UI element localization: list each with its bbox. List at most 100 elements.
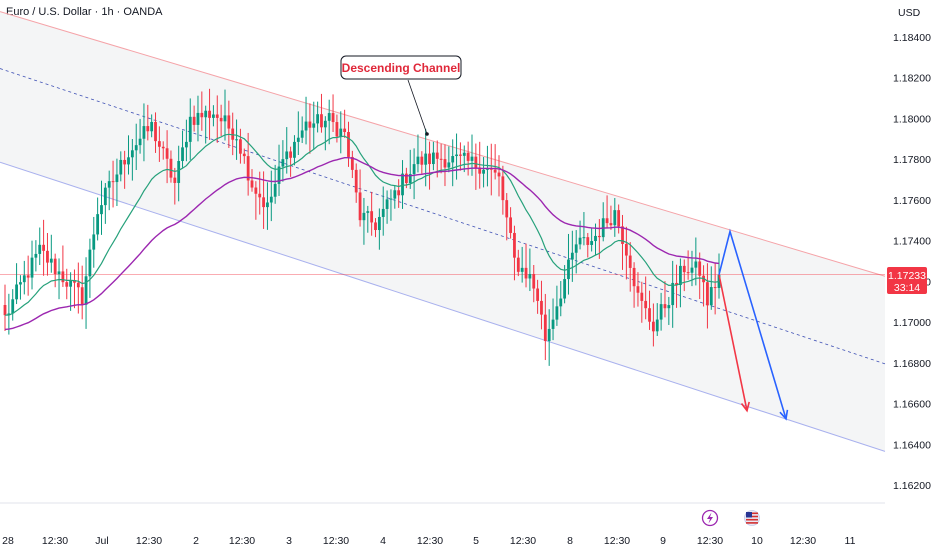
candle-body <box>258 193 262 198</box>
candle-body <box>42 244 45 251</box>
ema-short-line[interactable] <box>4 133 720 316</box>
price-axis[interactable]: 1.18400 1.18200 1.18000 1.17800 1.17600 1.174… <box>893 32 931 492</box>
time-tick-label: 5 <box>473 535 479 547</box>
candle-body <box>455 154 458 157</box>
candle-body <box>246 156 250 181</box>
candle-body <box>227 115 231 129</box>
time-tick-label: 11 <box>845 535 856 547</box>
candles-group <box>3 88 721 366</box>
descending-channel-callout[interactable]: Descending Channel <box>340 55 462 136</box>
candle-body <box>65 282 69 287</box>
price-tick-label: 1.17400 <box>893 236 931 248</box>
candle-body <box>474 156 478 168</box>
currency-label[interactable]: USD <box>898 7 921 19</box>
candle-body <box>459 154 462 156</box>
candle-body <box>377 216 381 231</box>
candle-body <box>212 114 215 118</box>
time-tick-label: 8 <box>567 535 573 547</box>
candle-body <box>231 128 235 140</box>
time-tick-label: 3 <box>286 535 292 547</box>
candle-body <box>115 174 119 183</box>
candle-body <box>188 116 192 142</box>
time-tick-label: 12:30 <box>697 535 723 547</box>
candle-body <box>420 156 424 165</box>
lightning-icon[interactable] <box>701 509 719 527</box>
ema-long-line[interactable] <box>4 157 720 331</box>
candle-body <box>204 110 208 118</box>
candle-body <box>675 282 678 286</box>
candle-body <box>354 169 358 193</box>
candle-body <box>111 181 115 183</box>
candle-body <box>404 173 408 184</box>
candle-body <box>389 198 393 200</box>
candle-body <box>281 159 285 167</box>
candle-body <box>76 282 80 288</box>
time-axis[interactable]: 28 12:30 Jul 12:30 2 12:30 3 12:30 4 12:30 5 12:30 8… <box>2 535 855 547</box>
projection-arrow-alt-head <box>779 409 789 421</box>
candle-body <box>273 183 277 197</box>
candle-body <box>443 159 447 168</box>
candle-body <box>439 158 443 160</box>
candle-body <box>432 152 435 165</box>
time-tick-label: 10 <box>751 535 763 547</box>
projection-arrow-down[interactable] <box>718 274 748 411</box>
candle-body <box>408 174 412 184</box>
candle-body <box>239 139 242 154</box>
candle-body <box>555 306 559 320</box>
candle-body <box>462 152 466 156</box>
candle-body <box>300 130 304 138</box>
candle-body <box>277 166 281 184</box>
candle-body <box>690 267 694 273</box>
candle-body <box>648 308 651 322</box>
candle-body <box>316 114 320 124</box>
candle-body <box>235 139 238 141</box>
candle-body <box>520 267 524 272</box>
candle-body <box>208 110 211 118</box>
channel-lower-line[interactable] <box>0 161 886 452</box>
candle-body <box>293 141 296 158</box>
candle-body <box>196 112 200 125</box>
candle-body <box>659 304 663 320</box>
callout-pointer <box>407 79 428 135</box>
callout-dot <box>425 132 429 136</box>
candle-body <box>501 176 505 201</box>
candle-body <box>184 141 188 148</box>
candle-body <box>582 237 586 239</box>
candle-body <box>632 267 636 287</box>
channel-upper-line[interactable] <box>0 11 886 277</box>
candle-body <box>181 147 184 161</box>
candle-body <box>127 157 130 165</box>
candle-body <box>80 287 84 305</box>
time-tick-label: 4 <box>380 535 386 547</box>
candle-body <box>289 151 292 158</box>
candle-body <box>713 287 717 289</box>
candle-body <box>543 314 547 342</box>
price-tick-label: 1.16600 <box>893 399 931 411</box>
candle-body <box>165 148 169 159</box>
us-flag-icon[interactable] <box>744 510 760 526</box>
candle-body <box>613 210 617 226</box>
time-tick-label: 12:30 <box>790 535 816 547</box>
candle-body <box>717 274 721 288</box>
candle-body <box>536 288 540 301</box>
candle-body <box>61 271 65 283</box>
price-tick-label: 1.17800 <box>893 154 931 166</box>
candle-body <box>667 305 671 309</box>
candle-body <box>447 162 451 168</box>
candle-body <box>628 255 632 268</box>
candle-body <box>250 180 254 188</box>
candle-body <box>679 265 682 286</box>
projection-arrow-alt[interactable] <box>718 228 787 420</box>
candle-body <box>146 126 150 132</box>
time-tick-label: 12:30 <box>323 535 349 547</box>
candle-body <box>177 160 181 183</box>
candle-body <box>46 250 49 263</box>
candle-body <box>57 271 61 275</box>
candle-body <box>34 253 38 258</box>
time-tick-label: 12:30 <box>604 535 630 547</box>
price-tick-label: 1.16200 <box>893 480 931 492</box>
candle-body <box>192 116 196 125</box>
candle-body <box>706 282 709 306</box>
candle-body <box>323 120 327 128</box>
